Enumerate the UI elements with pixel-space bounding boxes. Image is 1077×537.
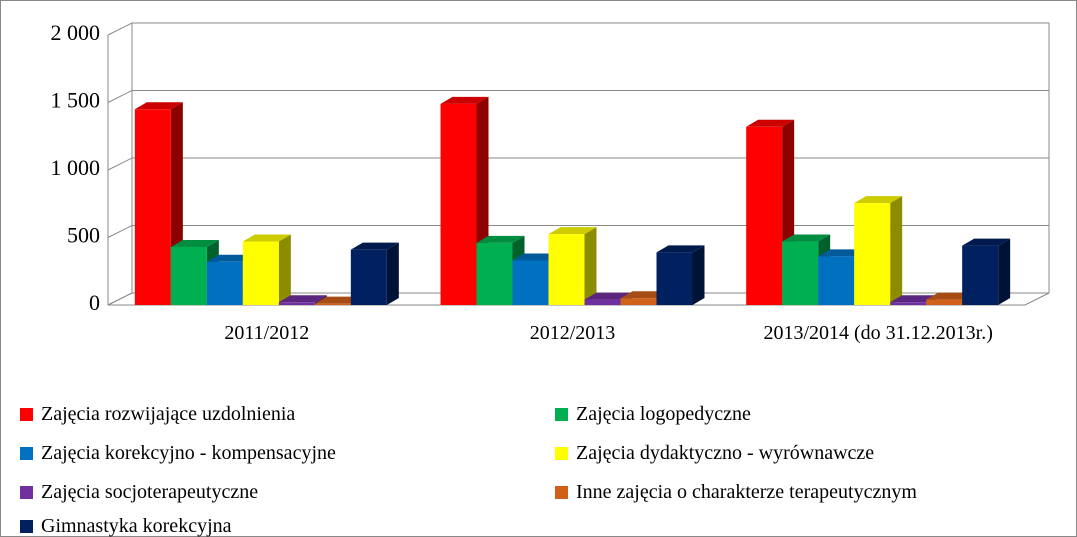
legend-swatch <box>20 520 33 533</box>
legend-swatch <box>555 447 568 460</box>
bar-top <box>962 238 1011 246</box>
bar-side <box>584 227 597 305</box>
bar <box>242 241 279 305</box>
bar <box>926 299 963 305</box>
legend-label: Zajęcia logopedyczne <box>576 403 751 425</box>
bar-top <box>746 119 795 127</box>
bar-top <box>548 227 597 235</box>
bar-top <box>440 96 489 104</box>
legend-label: Zajęcia rozwijające uzdolnienia <box>41 403 296 425</box>
bar-side <box>692 245 705 305</box>
legend-item: Zajęcia socjoterapeutyczne <box>20 481 258 503</box>
legend-item: Inne zajęcia o charakterze terapeutyczny… <box>555 481 917 503</box>
bar-side <box>386 242 399 305</box>
bar <box>854 203 891 305</box>
bar <box>134 109 171 305</box>
x-tick-label: 2012/2013 <box>529 322 616 344</box>
bar-top <box>476 235 525 243</box>
grid-line <box>107 22 1049 36</box>
grid-line <box>107 90 1049 103</box>
bar <box>548 234 585 305</box>
y-tick-label: 1 000 <box>51 155 101 180</box>
bar-top <box>782 234 831 242</box>
legend-swatch <box>20 447 33 460</box>
bar <box>746 126 783 305</box>
legend-item: Gimnastyka korekcyjna <box>20 515 232 537</box>
bar <box>818 256 855 305</box>
bar <box>440 103 477 305</box>
legend-swatch <box>20 486 33 499</box>
legend-item: Zajęcia dydaktyczno - wyrównawcze <box>555 442 874 464</box>
bar-top <box>278 295 327 303</box>
x-tick-label: 2011/2012 <box>224 322 310 344</box>
bar-top <box>350 242 399 250</box>
bar <box>476 242 513 305</box>
bar <box>350 249 387 305</box>
y-tick-label: 2 000 <box>51 20 101 45</box>
bar <box>314 303 351 305</box>
bar <box>170 246 207 305</box>
legend-label: Zajęcia socjoterapeutyczne <box>41 481 259 503</box>
grid-line <box>107 225 1049 238</box>
y-tick-label: 1 500 <box>51 88 101 113</box>
legend-label: Gimnastyka korekcyjna <box>41 515 232 537</box>
bar <box>206 261 243 305</box>
y-tick-label: 500 <box>67 223 100 248</box>
bar-top <box>854 196 903 204</box>
legend-item: Zajęcia korekcyjno - kompensacyjne <box>20 442 336 464</box>
legend-label: Inne zajęcia o charakterze terapeutyczny… <box>576 481 917 503</box>
grid-line <box>107 157 1049 171</box>
bar <box>584 299 621 305</box>
bar-side <box>890 196 903 305</box>
bar <box>512 260 549 305</box>
bar <box>278 302 315 305</box>
legend-item: Zajęcia rozwijające uzdolnienia <box>20 403 295 425</box>
grid-line <box>107 292 1049 306</box>
bar <box>782 241 819 305</box>
y-tick-label: 0 <box>89 290 100 315</box>
legend-label: Zajęcia dydaktyczno - wyrównawcze <box>576 442 875 464</box>
legend-item: Zajęcia logopedyczne <box>555 403 751 425</box>
bar <box>620 298 657 305</box>
bar-side <box>278 234 291 305</box>
bar <box>656 252 693 305</box>
bar-top <box>170 239 219 247</box>
legend-label: Zajęcia korekcyjno - kompensacyjne <box>41 442 336 464</box>
bar-top <box>242 234 291 242</box>
legend-swatch <box>20 408 33 421</box>
bar-side <box>998 238 1011 305</box>
bar-top <box>584 292 633 300</box>
bar <box>890 302 927 305</box>
bar-top <box>134 102 183 110</box>
bar <box>962 245 999 305</box>
x-tick-label: 2013/2014 (do 31.12.2013r.) <box>763 322 993 344</box>
bar-top <box>656 245 705 253</box>
legend-swatch <box>555 408 568 421</box>
legend-swatch <box>555 486 568 499</box>
